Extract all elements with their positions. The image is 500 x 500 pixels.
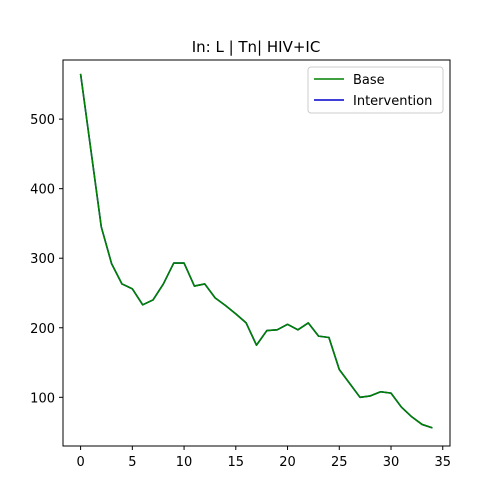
series-line-1	[79, 73, 433, 429]
y-tick-label: 200	[30, 322, 55, 337]
chart-title: In: L | Tn| HIV+IC	[192, 38, 321, 56]
y-tick-label: 500	[30, 113, 55, 128]
series-layer	[79, 73, 433, 429]
x-tick-label: 15	[228, 455, 245, 470]
legend-entry-0: Base	[353, 73, 385, 88]
x-axis: 0 5 10 15 20 25 30 35	[76, 446, 451, 470]
x-tick-label: 10	[176, 455, 193, 470]
y-tick-label: 300	[30, 252, 55, 267]
x-tick-label: 5	[128, 455, 136, 470]
y-tick-label: 100	[30, 391, 55, 406]
x-tick-label: 25	[331, 455, 348, 470]
x-tick-label: 30	[383, 455, 400, 470]
y-tick-label: 400	[30, 183, 55, 198]
y-axis: 100 200 300 400 500	[30, 113, 63, 406]
plot-frame	[62, 59, 451, 447]
x-tick-label: 0	[76, 455, 84, 470]
legend: Base Intervention	[307, 66, 444, 114]
x-tick-label: 35	[434, 455, 451, 470]
x-tick-label: 20	[279, 455, 296, 470]
legend-entry-1: Intervention	[353, 94, 432, 109]
series-line-0	[79, 73, 433, 429]
